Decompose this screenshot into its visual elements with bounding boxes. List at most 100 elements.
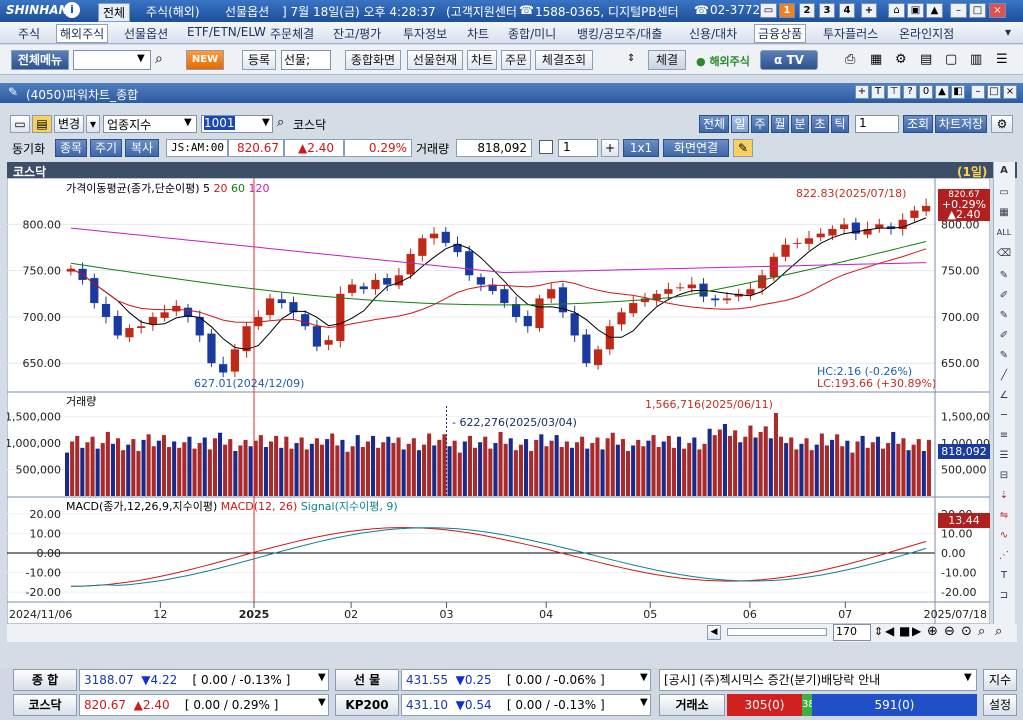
minimize-button[interactable]: –: [950, 3, 967, 18]
screen-1-button[interactable]: 1: [779, 3, 795, 18]
window-save-icon[interactable]: ◧: [951, 85, 965, 99]
menu-order[interactable]: 주문체결: [270, 27, 315, 41]
menu-stock[interactable]: 주식: [18, 27, 41, 41]
code-dropdown-icon[interactable]: ▼: [262, 117, 270, 128]
notice-ticker[interactable]: [공시] (주)젝시믹스 증간(분기)배당락 안내: [659, 669, 977, 691]
status-composite-dropdown-icon[interactable]: ▼: [318, 672, 326, 683]
period-number-select[interactable]: 1: [855, 115, 899, 133]
pencil-icon[interactable]: ✎: [733, 139, 753, 157]
prev-icon[interactable]: ◀: [885, 624, 895, 638]
overseas-stock-link[interactable]: ● 해외주식: [696, 55, 750, 68]
sync-period-tab[interactable]: 주기: [90, 139, 122, 157]
menu-invest-info[interactable]: 투자정보: [403, 27, 448, 41]
window-up-icon[interactable]: ▲: [935, 85, 949, 99]
screen-add-button[interactable]: +: [861, 3, 877, 18]
fill-button[interactable]: 체결: [648, 50, 686, 70]
title-menu-futures-options[interactable]: 선물옵션: [225, 5, 270, 19]
status-futures-dropdown-icon[interactable]: ▼: [640, 672, 648, 683]
new-badge-button[interactable]: NEW: [186, 50, 224, 70]
menu-balance[interactable]: 잔고/평가: [333, 27, 382, 41]
window-t-icon[interactable]: T: [871, 85, 885, 99]
period-month-button[interactable]: 월: [771, 115, 789, 133]
change-dropdown-icon[interactable]: ▾: [86, 115, 100, 133]
next-icon[interactable]: ▶: [912, 624, 922, 638]
screen-2-button[interactable]: 2: [799, 3, 815, 18]
close-button[interactable]: ×: [989, 3, 1006, 18]
index-button[interactable]: 지수: [983, 669, 1017, 691]
menu-mini[interactable]: 종합/미니: [508, 27, 557, 41]
menu-etf[interactable]: ETF/ETN/ELW: [187, 25, 266, 39]
add-chart-button[interactable]: +: [601, 139, 619, 157]
notice-dropdown-icon[interactable]: ▼: [964, 672, 972, 683]
menu-invest-plus[interactable]: 투자플러스: [823, 27, 879, 41]
panel-toggle-icon[interactable]: ▭: [10, 115, 30, 133]
channel-tool-icon[interactable]: ≡: [999, 430, 1009, 441]
highlighter-icon[interactable]: ✐: [999, 330, 1009, 341]
layout-button[interactable]: 1x1: [623, 139, 659, 157]
sync-symbol-tab[interactable]: 종목: [55, 139, 87, 157]
zoom-in-icon[interactable]: ⊕: [927, 624, 938, 639]
cycle-tool-icon[interactable]: ⇋: [999, 510, 1009, 521]
bracket-tool-icon[interactable]: ⊐: [999, 590, 1009, 601]
window-minimize-button[interactable]: –: [971, 85, 985, 99]
futures-select[interactable]: 선물;: [281, 50, 331, 70]
maximize-button[interactable]: □: [969, 3, 986, 18]
menu-credit[interactable]: 신용/대차: [689, 27, 738, 41]
chart-button[interactable]: 차트: [467, 50, 497, 70]
query-button[interactable]: 조회: [903, 115, 933, 133]
text-tool-icon[interactable]: T: [1000, 570, 1008, 581]
code-search-icon[interactable]: ⌕: [277, 115, 285, 130]
tv-button[interactable]: α TV: [760, 50, 818, 70]
menu-chart[interactable]: 차트: [467, 27, 490, 41]
zoom-fit-icon[interactable]: ⌕: [978, 624, 986, 639]
all-icon[interactable]: ALL: [996, 228, 1012, 237]
checkbox[interactable]: [539, 140, 553, 154]
spinner-icon[interactable]: ⇕: [874, 625, 884, 638]
zoom-reset-icon[interactable]: ⊙: [961, 624, 972, 639]
window-icon[interactable]: ▥: [970, 52, 983, 67]
pencil-tool-icon[interactable]: ✎: [999, 350, 1009, 361]
bar-count-input[interactable]: 170: [833, 624, 871, 641]
menu-overseas-stock[interactable]: 해외주식: [56, 24, 109, 43]
panel-icon[interactable]: ▭: [999, 187, 1009, 198]
menu-online-branch[interactable]: 온라인지점: [899, 27, 955, 41]
window-pin-icon[interactable]: ⊤: [887, 85, 901, 99]
screen-4-button[interactable]: 4: [839, 3, 855, 18]
grid-icon[interactable]: ▦: [999, 207, 1009, 218]
menu-search-input[interactable]: [73, 50, 151, 70]
list-icon[interactable]: ☰: [996, 52, 1008, 67]
title-menu-all[interactable]: 전체: [98, 3, 131, 22]
all-menu-button[interactable]: 전체메뉴: [11, 50, 69, 70]
screen-link-button[interactable]: 화면연결: [663, 139, 729, 157]
font-a-icon[interactable]: A: [1000, 165, 1008, 176]
window-zero-icon[interactable]: 0: [919, 85, 933, 99]
menu-banking[interactable]: 뱅킹/공모주/대출: [577, 27, 663, 41]
dropdown-icon[interactable]: ▼: [137, 53, 145, 64]
count-select[interactable]: 1: [558, 139, 598, 157]
period-tick-button[interactable]: 틱: [831, 115, 849, 133]
menu-futures-options[interactable]: 선물옵션: [124, 27, 169, 41]
summary-screen-button[interactable]: 종합화면: [345, 50, 401, 70]
search-icon[interactable]: ⌕: [155, 51, 163, 67]
home-icon[interactable]: ⌂: [888, 3, 905, 18]
copy-tab[interactable]: 복사: [125, 139, 159, 157]
settings-gear-icon[interactable]: ⚙: [991, 115, 1013, 133]
stop-icon[interactable]: ■: [899, 624, 911, 638]
period-second-button[interactable]: 초: [811, 115, 829, 133]
list-toggle-icon[interactable]: ▤: [32, 115, 52, 133]
print-icon[interactable]: ⎙: [845, 52, 856, 67]
status-kp200-dropdown-icon[interactable]: ▼: [640, 697, 648, 708]
screen-icon[interactable]: ▢: [945, 52, 958, 67]
arrow-tool-icon[interactable]: ⇣: [999, 490, 1009, 501]
zoom-options-icon[interactable]: ⌕: [995, 624, 1003, 639]
gann-tool-icon[interactable]: ⊟: [999, 470, 1009, 481]
window-plus-icon[interactable]: +: [855, 85, 869, 99]
window-help-icon[interactable]: ?: [903, 85, 917, 99]
menu-financial-products[interactable]: 금융상품: [754, 24, 807, 43]
power-chart[interactable]: 800.00 800.00 750.00 750.00 700.00 700.00 650.…: [7, 178, 990, 624]
eraser-icon[interactable]: ⌫: [996, 248, 1012, 259]
zig-tool-icon[interactable]: ⋰: [999, 550, 1009, 561]
order-button[interactable]: 주문: [501, 50, 531, 70]
hline-tool-icon[interactable]: ─: [1000, 410, 1008, 421]
wave-tool-icon[interactable]: ∿: [999, 530, 1009, 541]
